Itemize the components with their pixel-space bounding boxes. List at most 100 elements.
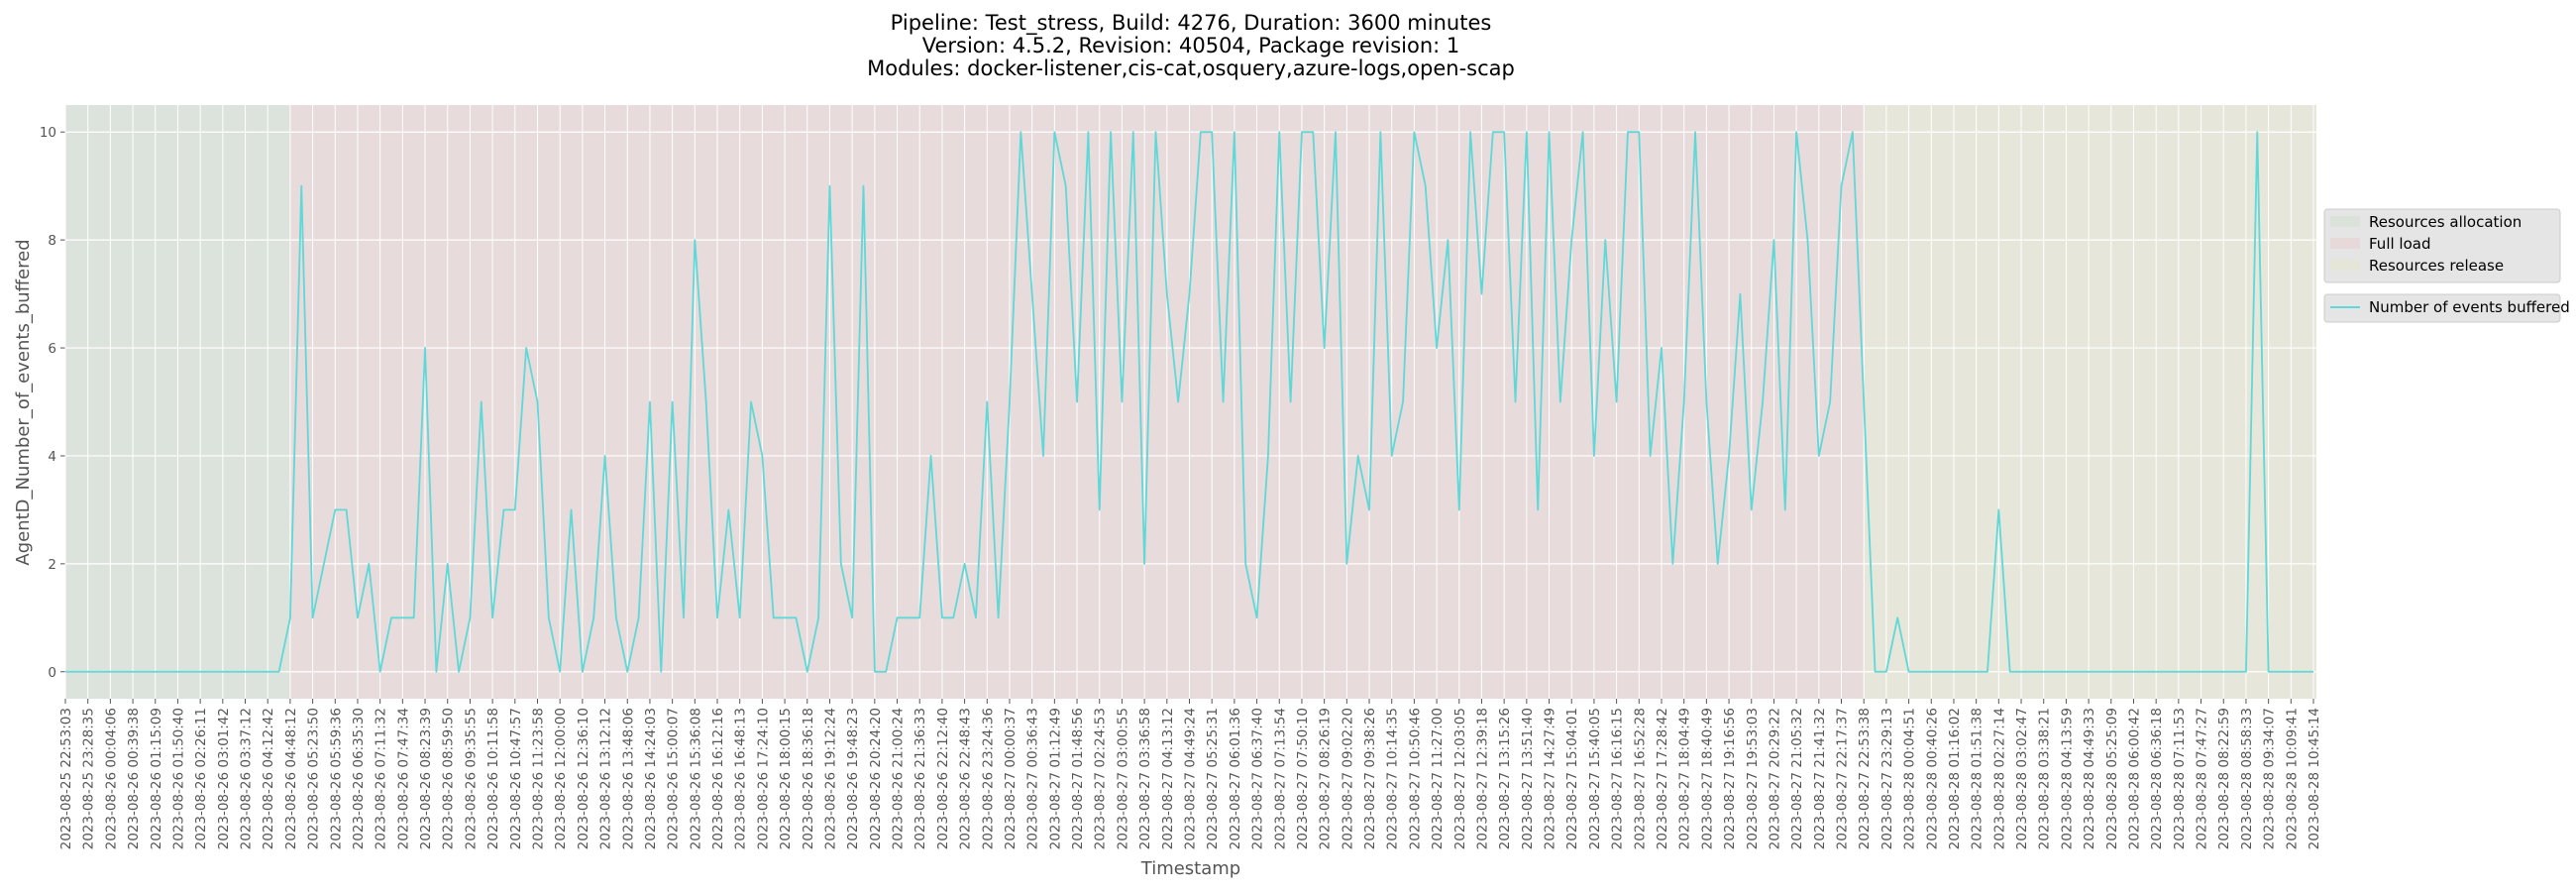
x-tick-label: 2023-08-26 00:04:06: [103, 708, 119, 849]
x-tick-label: 2023-08-28 08:58:33: [2239, 708, 2255, 849]
x-tick-label: 2023-08-27 15:40:05: [1587, 708, 1603, 849]
x-tick-label: 2023-08-26 19:12:24: [822, 708, 838, 849]
legend-box: [2323, 208, 2561, 283]
x-tick-label: 2023-08-28 07:11:53: [2172, 708, 2188, 849]
x-tick-label: 2023-08-26 03:37:12: [239, 708, 255, 849]
x-tick-label: 2023-08-27 22:53:38: [1857, 708, 1873, 849]
x-tick-label: 2023-08-27 12:39:18: [1474, 708, 1490, 849]
x-tick-label: 2023-08-26 07:47:34: [395, 708, 411, 849]
x-tick-label: 2023-08-26 04:12:42: [261, 708, 276, 849]
x-tick-label: 2023-08-27 08:26:19: [1318, 708, 1334, 849]
x-tick-label: 2023-08-27 19:16:56: [1722, 708, 1738, 849]
chart-title: Pipeline: Test_stress, Build: 4276, Dura…: [891, 11, 1492, 36]
x-tick-label: 2023-08-26 18:00:15: [778, 708, 794, 849]
x-tick-label: 2023-08-27 06:01:36: [1228, 708, 1243, 849]
x-tick-label: 2023-08-28 10:45:14: [2307, 708, 2322, 849]
x-tick-label: 2023-08-25 22:53:03: [58, 708, 74, 849]
x-tick-label: 2023-08-26 05:23:50: [306, 708, 322, 849]
x-tick-label: 2023-08-27 17:28:42: [1655, 708, 1670, 849]
y-tick-label: 8: [48, 233, 56, 249]
x-tick-label: 2023-08-27 00:36:43: [1025, 708, 1041, 849]
x-tick-label: 2023-08-26 12:36:10: [576, 708, 591, 849]
x-tick-label: 2023-08-28 02:27:14: [1991, 708, 2007, 849]
x-tick-label: 2023-08-26 06:35:30: [351, 708, 367, 849]
x-tick-label: 2023-08-27 21:41:32: [1812, 708, 1828, 849]
x-tick-label: 2023-08-28 04:13:59: [2059, 708, 2075, 849]
x-tick-label: 2023-08-27 11:27:00: [1430, 708, 1446, 849]
x-tick-label: 2023-08-26 07:11:32: [374, 708, 389, 849]
x-tick-label: 2023-08-26 18:36:18: [801, 708, 816, 849]
x-tick-label: 2023-08-27 04:13:12: [1160, 708, 1176, 849]
x-tick-label: 2023-08-26 11:23:58: [530, 708, 546, 849]
x-tick-label: 2023-08-26 01:15:09: [149, 708, 164, 849]
x-tick-label: 2023-08-26 04:48:12: [283, 708, 299, 849]
x-tick-label: 2023-08-28 05:25:09: [2104, 708, 2120, 849]
x-tick-label: 2023-08-27 23:29:13: [1879, 708, 1895, 849]
data-line: [65, 131, 2313, 673]
y-tick-label: 2: [48, 557, 56, 573]
x-tick-label: 2023-08-28 00:40:26: [1924, 708, 1940, 849]
x-tick-label: 2023-08-26 03:01:42: [216, 708, 232, 849]
x-tick-label: 2023-08-26 05:59:36: [328, 708, 344, 849]
x-tick-label: 2023-08-26 01:50:40: [170, 708, 186, 849]
x-tick-label: 2023-08-27 05:25:31: [1205, 708, 1221, 849]
x-tick-label: 2023-08-26 02:26:11: [193, 708, 209, 849]
x-tick-label: 2023-08-27 01:12:49: [1047, 708, 1063, 849]
x-tick-label: 2023-08-28 01:51:38: [1970, 708, 1986, 849]
x-tick-label: 2023-08-27 16:52:28: [1632, 708, 1648, 849]
x-tick-label: 2023-08-26 10:11:58: [485, 708, 501, 849]
x-tick-label: 2023-08-27 12:03:05: [1452, 708, 1468, 849]
x-tick-label: 2023-08-26 13:12:12: [598, 708, 614, 849]
x-tick-label: 2023-08-27 20:29:22: [1767, 708, 1782, 849]
legend-swatch: [2330, 216, 2360, 227]
region-band: [1864, 105, 2316, 699]
x-tick-label: 2023-08-28 06:00:42: [2126, 708, 2142, 849]
x-tick-label: 2023-08-26 15:00:07: [666, 708, 682, 849]
x-tick-label: 2023-08-26 16:12:16: [710, 708, 726, 849]
legend-label: Full load: [2369, 235, 2430, 253]
y-tick-label: 4: [48, 449, 56, 465]
x-tick-label: 2023-08-26 21:00:24: [891, 708, 907, 849]
y-axis-label: AgentD_Number_of_events_buffered: [13, 239, 34, 565]
x-tick-label: 2023-08-27 07:50:10: [1295, 708, 1311, 849]
x-tick-label: 2023-08-28 03:02:47: [2014, 708, 2030, 849]
x-tick-label: 2023-08-26 19:48:23: [845, 708, 861, 849]
x-tick-label: 2023-08-28 09:34:07: [2262, 708, 2278, 849]
x-tick-label: 2023-08-25 23:28:35: [81, 708, 97, 849]
x-tick-label: 2023-08-26 16:48:13: [733, 708, 749, 849]
y-tick-label: 6: [48, 341, 56, 357]
x-tick-label: 2023-08-27 00:00:37: [1003, 708, 1019, 849]
x-tick-label: 2023-08-26 08:23:39: [418, 708, 434, 849]
x-tick-label: 2023-08-27 13:51:40: [1520, 708, 1536, 849]
x-tick-label: 2023-08-28 00:04:51: [1902, 708, 1918, 849]
x-tick-label: 2023-08-27 06:37:40: [1250, 708, 1266, 849]
x-tick-label: 2023-08-27 18:04:49: [1677, 708, 1693, 849]
x-tick-label: 2023-08-28 06:36:18: [2149, 708, 2165, 849]
x-tick-label: 2023-08-27 04:49:24: [1183, 708, 1199, 849]
x-tick-label: 2023-08-28 08:22:59: [2216, 708, 2232, 849]
x-tick-label: 2023-08-26 13:48:06: [620, 708, 636, 849]
x-tick-label: 2023-08-26 15:36:08: [688, 708, 703, 849]
x-tick-label: 2023-08-27 10:50:46: [1407, 708, 1423, 849]
x-tick-label: 2023-08-28 07:47:27: [2195, 708, 2210, 849]
x-axis-label: Timestamp: [1140, 858, 1240, 879]
x-tick-label: 2023-08-26 17:24:10: [755, 708, 771, 849]
x-tick-label: 2023-08-27 16:16:15: [1610, 708, 1626, 849]
legend-swatch: [2330, 238, 2360, 249]
x-tick-label: 2023-08-28 04:49:33: [2082, 708, 2097, 849]
x-tick-label: 2023-08-27 01:48:56: [1070, 708, 1086, 849]
x-tick-label: 2023-08-28 10:09:41: [2284, 708, 2300, 849]
x-tick-label: 2023-08-27 09:02:20: [1340, 708, 1355, 849]
x-tick-label: 2023-08-27 07:13:54: [1272, 708, 1288, 849]
x-tick-label: 2023-08-27 19:53:03: [1745, 708, 1761, 849]
x-tick-label: 2023-08-26 20:24:20: [868, 708, 884, 849]
x-tick-label: 2023-08-27 18:40:49: [1699, 708, 1715, 849]
x-tick-label: 2023-08-27 15:04:01: [1564, 708, 1580, 849]
chart-title: Version: 4.5.2, Revision: 40504, Package…: [922, 34, 1460, 57]
x-tick-label: 2023-08-26 08:59:50: [441, 708, 457, 849]
x-tick-label: 2023-08-26 22:12:40: [935, 708, 951, 849]
legend-label: Number of events buffered: [2369, 298, 2570, 316]
legend-swatch: [2330, 260, 2360, 271]
x-tick-label: 2023-08-26 09:35:55: [463, 708, 479, 849]
